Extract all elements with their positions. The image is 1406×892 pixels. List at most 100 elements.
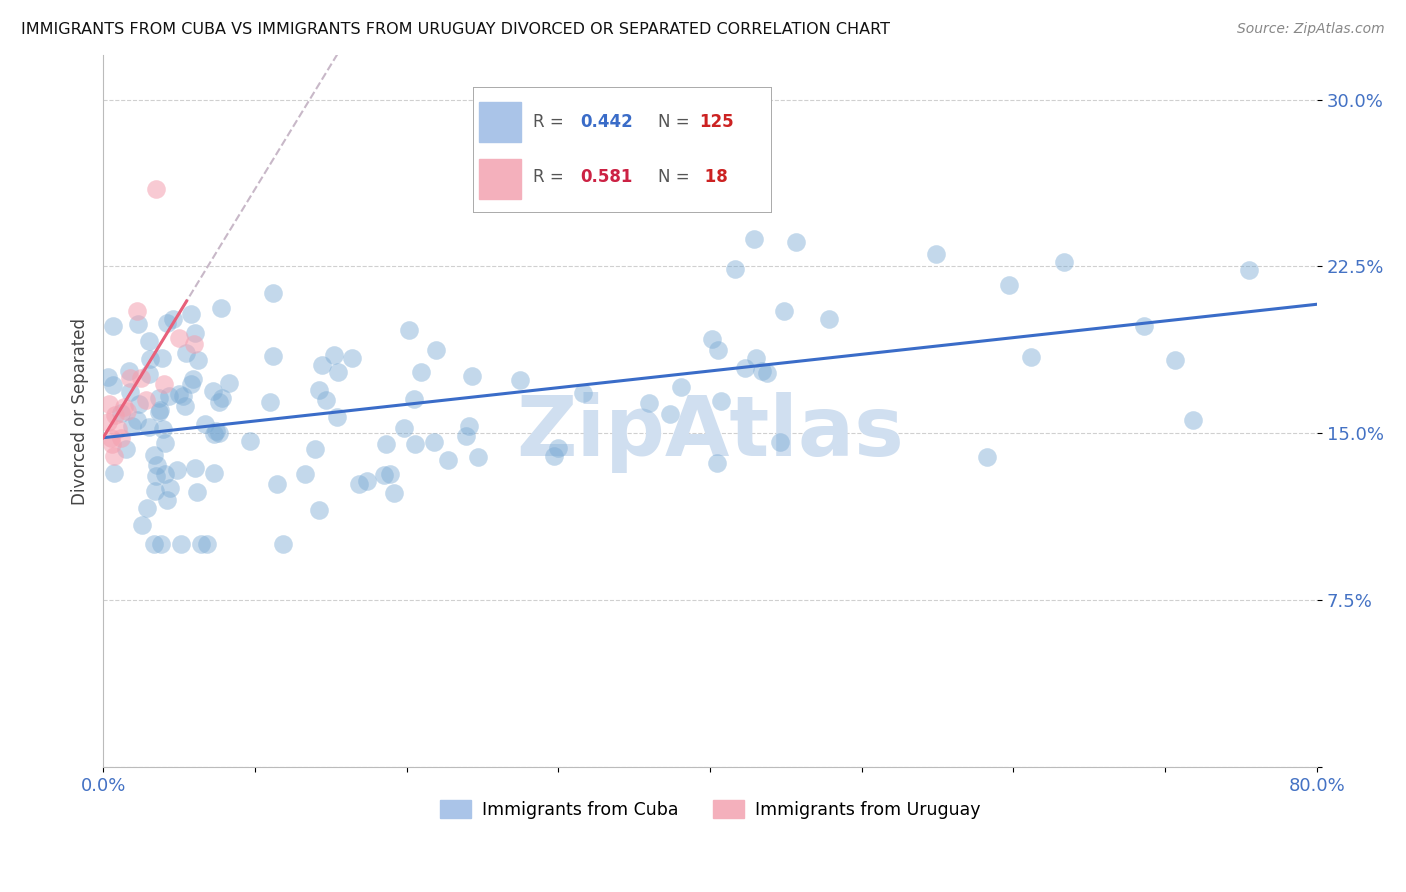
Point: [159, 481, 181, 495]
Point: [180, 377, 202, 392]
Point: [262, 349, 284, 363]
Point: [208, 425, 231, 440]
Point: [110, 431, 132, 445]
Text: Source: ZipAtlas.com: Source: ZipAtlas.com: [1237, 22, 1385, 37]
Point: [425, 343, 447, 358]
Point: [115, 442, 138, 456]
Point: [97, 415, 120, 429]
Point: [156, 316, 179, 330]
Point: [205, 424, 228, 438]
Point: [128, 397, 150, 411]
Point: [103, 319, 125, 334]
Point: [117, 404, 139, 418]
Point: [143, 448, 166, 462]
Point: [785, 235, 807, 250]
Point: [315, 393, 337, 408]
Point: [184, 460, 207, 475]
Point: [135, 392, 157, 407]
Point: [467, 450, 489, 464]
Point: [121, 419, 143, 434]
Point: [509, 373, 531, 387]
Point: [150, 351, 173, 365]
Point: [183, 371, 205, 385]
Point: [127, 317, 149, 331]
Point: [101, 378, 124, 392]
Point: [138, 334, 160, 349]
Point: [180, 307, 202, 321]
Point: [187, 352, 209, 367]
Point: [202, 384, 225, 398]
Point: [382, 485, 405, 500]
Point: [308, 383, 330, 397]
Point: [120, 370, 142, 384]
Point: [773, 304, 796, 318]
Legend: Immigrants from Cuba, Immigrants from Uruguay: Immigrants from Cuba, Immigrants from Ur…: [433, 793, 987, 826]
Point: [404, 437, 426, 451]
Point: [326, 365, 349, 379]
Point: [1053, 255, 1076, 269]
Point: [742, 232, 765, 246]
Point: [103, 449, 125, 463]
Point: [1133, 319, 1156, 334]
Point: [149, 403, 172, 417]
Point: [125, 413, 148, 427]
Point: [211, 391, 233, 405]
Point: [347, 477, 370, 491]
Point: [404, 392, 426, 406]
Point: [153, 467, 176, 482]
Point: [107, 422, 129, 436]
Point: [101, 437, 124, 451]
Point: [162, 311, 184, 326]
Point: [259, 395, 281, 409]
Point: [186, 484, 208, 499]
Point: [1163, 352, 1185, 367]
Point: [98, 397, 121, 411]
Point: [174, 346, 197, 360]
Point: [266, 476, 288, 491]
Point: [723, 261, 745, 276]
Point: [120, 384, 142, 399]
Point: [110, 406, 132, 420]
Point: [706, 456, 728, 470]
Point: [139, 351, 162, 366]
Point: [183, 337, 205, 351]
Point: [294, 467, 316, 481]
Point: [169, 387, 191, 401]
Point: [131, 517, 153, 532]
Point: [1237, 262, 1260, 277]
Point: [543, 449, 565, 463]
Point: [190, 537, 212, 551]
Point: [129, 370, 152, 384]
Point: [706, 343, 728, 357]
Point: [976, 450, 998, 465]
Point: [437, 453, 460, 467]
Point: [218, 376, 240, 390]
Point: [202, 427, 225, 442]
Point: [170, 537, 193, 551]
Point: [112, 400, 135, 414]
Point: [194, 417, 217, 431]
Point: [769, 435, 792, 450]
Point: [146, 458, 169, 473]
Point: [1182, 413, 1205, 427]
Point: [818, 312, 841, 326]
Point: [97, 369, 120, 384]
Point: [326, 409, 349, 424]
Point: [148, 405, 170, 419]
Point: [239, 434, 262, 449]
Point: [209, 301, 232, 315]
Point: [751, 364, 773, 378]
Point: [138, 367, 160, 381]
Point: [183, 326, 205, 340]
Point: [167, 331, 190, 345]
Point: [323, 348, 346, 362]
Point: [195, 537, 218, 551]
Point: [745, 351, 768, 366]
Point: [172, 389, 194, 403]
Point: [356, 474, 378, 488]
Point: [153, 435, 176, 450]
Point: [103, 466, 125, 480]
Point: [148, 391, 170, 405]
Point: [104, 409, 127, 423]
Point: [342, 351, 364, 366]
